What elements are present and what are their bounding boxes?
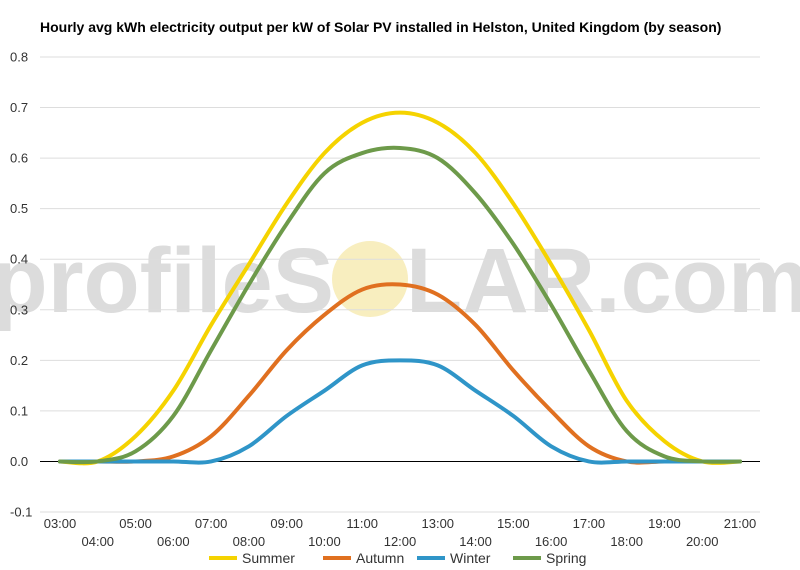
- legend[interactable]: Summer Autumn Winter Spring: [209, 550, 586, 566]
- grid-lines: [40, 56, 760, 513]
- x-tick-label: 06:00: [157, 534, 190, 549]
- x-tick-label: 21:00: [724, 516, 757, 531]
- chart-title: Hourly avg kWh electricity output per kW…: [40, 19, 722, 35]
- legend-item-summer[interactable]: Summer: [209, 550, 295, 566]
- x-axis: 03:00 04:00 05:00 06:00 07:00 08:00 09:00 10:00…: [44, 516, 757, 549]
- legend-item-spring[interactable]: Spring: [513, 550, 586, 566]
- x-tick-label: 18:00: [610, 534, 643, 549]
- legend-label: Winter: [450, 550, 491, 566]
- x-tick-label: 08:00: [233, 534, 266, 549]
- x-tick-label: 09:00: [270, 516, 303, 531]
- x-tick-label: 19:00: [648, 516, 681, 531]
- series-line-spring: [58, 145, 742, 465]
- series-lines: [58, 110, 742, 466]
- x-tick-label: 05:00: [119, 516, 152, 531]
- y-tick-label: 0.6: [10, 151, 28, 166]
- legend-item-winter[interactable]: Winter: [417, 550, 491, 566]
- watermark-sun-icon: [332, 241, 408, 317]
- y-tick-label: 0.8: [10, 50, 28, 65]
- series-line-winter: [58, 358, 742, 465]
- y-tick-label: 0.4: [10, 252, 28, 267]
- x-tick-label: 03:00: [44, 516, 77, 531]
- x-tick-label: 07:00: [195, 516, 228, 531]
- y-tick-label: 0.2: [10, 353, 28, 368]
- x-tick-label: 15:00: [497, 516, 530, 531]
- legend-label: Summer: [242, 550, 295, 566]
- watermark-left-text: profileS: [0, 230, 334, 332]
- y-tick-label: 0.0: [10, 454, 28, 469]
- x-tick-label: 10:00: [308, 534, 341, 549]
- y-tick-label: -0.1: [10, 505, 32, 520]
- x-tick-label: 16:00: [535, 534, 568, 549]
- watermark: profileS LAR.com: [0, 230, 800, 332]
- series-line-summer: [58, 110, 742, 466]
- legend-label: Spring: [546, 550, 586, 566]
- x-tick-label: 12:00: [384, 534, 417, 549]
- y-axis: -0.1 0.0 0.1 0.2 0.3 0.4 0.5 0.6 0.7 0.8: [10, 50, 32, 520]
- x-tick-label: 13:00: [422, 516, 455, 531]
- watermark-right-text: LAR.com: [406, 230, 800, 332]
- y-tick-label: 0.7: [10, 100, 28, 115]
- x-tick-label: 14:00: [459, 534, 492, 549]
- y-tick-label: 0.1: [10, 403, 28, 418]
- x-tick-label: 04:00: [82, 534, 115, 549]
- legend-label: Autumn: [356, 550, 404, 566]
- y-tick-label: 0.3: [10, 302, 28, 317]
- x-tick-label: 11:00: [346, 516, 378, 531]
- x-tick-label: 20:00: [686, 534, 719, 549]
- y-tick-label: 0.5: [10, 201, 28, 216]
- legend-item-autumn[interactable]: Autumn: [323, 550, 404, 566]
- x-tick-label: 17:00: [573, 516, 606, 531]
